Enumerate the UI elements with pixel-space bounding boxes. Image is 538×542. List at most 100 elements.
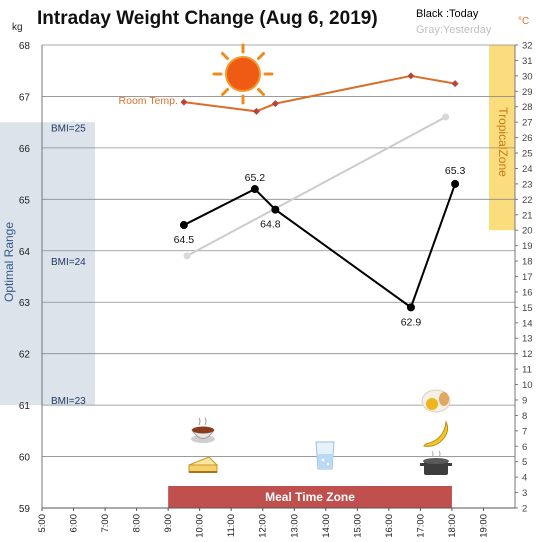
x-tick-label: 19:00 — [478, 514, 489, 538]
room-temp-point — [180, 98, 188, 106]
y2-tick-label: 2 — [522, 504, 527, 515]
today-data-label: 65.3 — [445, 165, 466, 177]
x-tick-label: 12:00 — [258, 514, 269, 538]
y2-tick-label: 32 — [522, 41, 533, 52]
yesterday-point — [183, 252, 191, 260]
today-data-label: 64.8 — [260, 219, 281, 231]
y2-tick-label: 8 — [522, 411, 527, 422]
bmi-label: BMI=24 — [51, 257, 86, 268]
y2-tick-label: 10 — [522, 380, 533, 391]
gridlines — [42, 44, 515, 457]
y2-tick-label: 28 — [522, 102, 533, 113]
soup-bowl-icon — [191, 417, 215, 443]
x-tick-label: 15:00 — [352, 514, 363, 538]
today-line — [183, 183, 457, 309]
y2-tick-label: 29 — [522, 87, 533, 98]
today-point — [250, 185, 259, 194]
bmi-label: BMI=23 — [51, 396, 86, 407]
x-tick-label: 9:00 — [163, 514, 174, 533]
y2-tick-label: 31 — [522, 56, 533, 67]
room-temp-series — [180, 72, 459, 115]
legend-today: Black :Today — [416, 8, 479, 20]
today-series — [179, 179, 460, 312]
room-temp-label: Room Temp. — [119, 95, 178, 107]
chart-title: Intraday Weight Change (Aug 6, 2019) — [37, 8, 378, 29]
y-tick-label: 63 — [19, 298, 31, 309]
y2-tick-label: 12 — [522, 349, 533, 360]
tropical-zone-label: TropicalZone — [496, 107, 510, 177]
x-tick-label: 18:00 — [447, 514, 458, 538]
meal-time-zone-label: Meal Time Zone — [265, 490, 355, 504]
today-point — [406, 303, 415, 312]
today-point — [451, 179, 460, 188]
today-data-label: 62.9 — [401, 316, 422, 328]
y2-tick-label: 11 — [522, 365, 532, 376]
yesterday-line — [186, 116, 447, 257]
y-tick-label: 60 — [19, 453, 31, 464]
yesterday-series — [183, 113, 450, 260]
y2-tick-label: 6 — [522, 442, 527, 453]
sun-icon — [212, 43, 274, 105]
y2-tick-label: 23 — [522, 179, 533, 190]
bmi-label: BMI=25 — [51, 123, 86, 134]
today-point — [179, 221, 188, 230]
left-unit-label: kg — [12, 22, 23, 33]
y-tick-label: 67 — [19, 92, 31, 103]
y-tick-label: 59 — [19, 504, 31, 515]
x-tick-label: 13:00 — [289, 514, 300, 538]
x-tick-labels: 5:00 6:00 7:00 8:00 9:00 10:00 11:00 12:00 13:00… — [37, 508, 489, 538]
left-tick-labels: 59 60 61 62 63 64 65 66 67 68 — [19, 41, 31, 515]
room-temp-point — [271, 100, 279, 108]
y2-tick-label: 21 — [522, 210, 533, 221]
y2-tick-label: 30 — [522, 71, 533, 82]
y2-tick-label: 5 — [522, 457, 527, 468]
x-tick-label: 8:00 — [132, 514, 143, 533]
y2-tick-label: 13 — [522, 334, 533, 345]
right-tick-labels: 2345678910111213141516171819202122232425… — [515, 41, 533, 515]
room-temp-point — [252, 107, 260, 115]
y2-tick-label: 25 — [522, 149, 533, 160]
x-tick-label: 10:00 — [195, 514, 206, 538]
y2-tick-label: 14 — [522, 318, 533, 329]
y2-tick-label: 7 — [522, 426, 527, 437]
x-tick-label: 5:00 — [37, 514, 48, 533]
bmi-labels: BMI=25 BMI=24 BMI=23 — [51, 123, 86, 407]
x-tick-label: 17:00 — [415, 514, 426, 538]
y2-tick-label: 19 — [522, 241, 533, 252]
optimal-range-band — [0, 122, 95, 406]
optimal-range-label: Optimal Range — [2, 222, 16, 302]
y-tick-label: 68 — [19, 41, 31, 52]
today-data-labels: 64.5 65.2 64.8 62.9 65.3 — [174, 165, 466, 328]
y2-tick-label: 16 — [522, 287, 533, 298]
cooking-pot-icon — [420, 450, 452, 475]
yesterday-point — [442, 113, 450, 121]
y-tick-label: 65 — [19, 195, 31, 206]
y2-tick-label: 24 — [522, 164, 533, 175]
y2-tick-label: 17 — [522, 272, 533, 283]
legend-yesterday: Gray:Yesterday — [416, 24, 492, 36]
room-temp-point — [407, 72, 415, 80]
water-glass-icon — [315, 441, 335, 470]
y2-tick-label: 22 — [522, 195, 533, 206]
right-unit-label: °C — [518, 16, 529, 27]
x-tick-label: 14:00 — [321, 514, 332, 538]
today-point — [271, 205, 280, 214]
y-tick-label: 61 — [19, 401, 31, 412]
y2-tick-label: 26 — [522, 133, 533, 144]
today-data-label: 64.5 — [174, 234, 195, 246]
y-tick-label: 66 — [19, 144, 31, 155]
y2-tick-label: 20 — [522, 226, 533, 237]
y2-tick-label: 3 — [522, 488, 527, 499]
y-tick-label: 64 — [19, 247, 31, 258]
x-tick-label: 16:00 — [384, 514, 395, 538]
meal-time-zone-band — [168, 486, 452, 508]
cheesecake-icon — [188, 456, 219, 473]
x-tick-label: 7:00 — [100, 514, 111, 533]
y2-tick-label: 15 — [522, 303, 533, 314]
fried-egg-icon — [421, 389, 451, 413]
y2-tick-label: 18 — [522, 257, 533, 268]
banana-icon — [422, 420, 449, 447]
x-tick-label: 6:00 — [69, 514, 80, 533]
x-tick-label: 11:00 — [226, 514, 237, 537]
